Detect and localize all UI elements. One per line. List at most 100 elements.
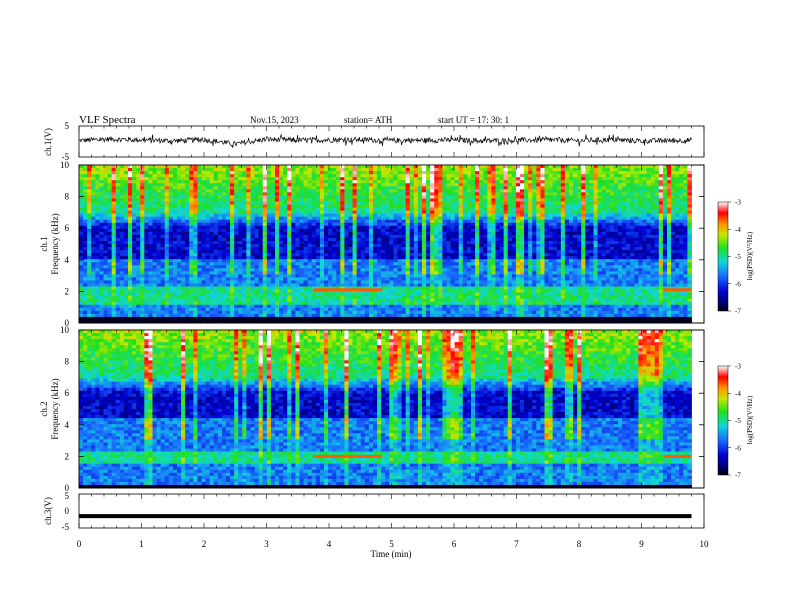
- spectrogram-cell: [406, 183, 410, 186]
- spectrogram-cell: [87, 308, 91, 311]
- spectrogram-cell: [393, 235, 397, 238]
- spectrogram-cell: [210, 168, 214, 171]
- spectrogram-cell: [426, 284, 430, 287]
- spectrogram-cell: [87, 220, 91, 223]
- spectrogram-cell: [230, 183, 234, 186]
- spectrogram-cell: [189, 305, 193, 308]
- spectrogram-cell: [83, 217, 87, 220]
- spectrogram-cell: [336, 277, 340, 280]
- spectrogram-cell: [434, 305, 438, 308]
- spectrogram-cell: [185, 186, 189, 189]
- spectrogram-cell: [193, 317, 197, 320]
- spectrogram-cell: [95, 305, 99, 308]
- spectrogram-cell: [218, 238, 222, 241]
- spectrogram-cell: [79, 189, 83, 192]
- spectrogram-cell: [385, 311, 389, 314]
- spectrogram-cell: [304, 241, 308, 244]
- spectrogram-cell: [169, 226, 173, 229]
- spectrogram-cell: [136, 229, 140, 232]
- spectrogram-cell: [144, 314, 148, 317]
- spectrogram-cell: [402, 168, 406, 171]
- spectrogram-cell: [442, 168, 446, 171]
- spectrogram-cell: [83, 311, 87, 314]
- spectrogram-cell: [275, 311, 279, 314]
- spectrogram-cell: [459, 259, 463, 262]
- spectrogram-cell: [304, 247, 308, 250]
- spectrogram-cell: [385, 302, 389, 305]
- spectrogram-cell: [406, 274, 410, 277]
- spectrogram-cell: [418, 284, 422, 287]
- spectrogram-cell: [222, 299, 226, 302]
- spectrogram-cell: [320, 277, 324, 280]
- spectrogram-cell: [279, 211, 283, 214]
- spectrogram-cell: [99, 186, 103, 189]
- spectrogram-cell: [410, 198, 414, 201]
- spectrogram-cell: [312, 232, 316, 235]
- spectrogram-cell: [153, 205, 157, 208]
- spectrogram-cell: [430, 195, 434, 198]
- spectrogram-cell: [218, 284, 222, 287]
- spectrogram-cell: [83, 317, 87, 320]
- spectrogram-cell: [308, 238, 312, 241]
- spectrogram-cell: [365, 299, 369, 302]
- spectrogram-cell: [91, 165, 95, 168]
- spectrogram-cell: [255, 220, 259, 223]
- spectrogram-cell: [189, 271, 193, 274]
- spectrogram-cell: [218, 256, 222, 259]
- spectrogram-cell: [340, 229, 344, 232]
- spectrogram-cell: [210, 232, 214, 235]
- spectrogram-cell: [169, 284, 173, 287]
- spectrogram-cell: [361, 238, 365, 241]
- spectrogram-cell: [202, 293, 206, 296]
- spectrogram-cell: [381, 165, 385, 168]
- spectrogram-cell: [353, 247, 357, 250]
- spectrogram-cell: [271, 277, 275, 280]
- spectrogram-cell: [83, 214, 87, 217]
- spectrogram-cell: [410, 244, 414, 247]
- spectrogram-cell: [234, 177, 238, 180]
- spectrogram-cell: [340, 171, 344, 174]
- spectrogram-cell: [402, 229, 406, 232]
- spectrogram-cell: [320, 174, 324, 177]
- spectrogram-cell: [357, 241, 361, 244]
- spectrogram-cell: [116, 253, 120, 256]
- spectrogram-cell: [438, 232, 442, 235]
- spectrogram-cell: [136, 217, 140, 220]
- spectrogram-cell: [87, 192, 91, 195]
- spectrogram-cell: [120, 168, 124, 171]
- spectrogram-cell: [377, 232, 381, 235]
- spectrogram-cell: [316, 171, 320, 174]
- spectrogram-cell: [381, 296, 385, 299]
- spectrogram-cell: [373, 201, 377, 204]
- spectrogram-cell: [108, 226, 112, 229]
- spectrogram-cell: [291, 177, 295, 180]
- spectrogram-cell: [140, 229, 144, 232]
- spectrogram-cell: [259, 262, 263, 265]
- spectrogram-cell: [230, 293, 234, 296]
- spectrogram-cell: [193, 305, 197, 308]
- spectrogram-cell: [108, 171, 112, 174]
- spectrogram-cell: [324, 226, 328, 229]
- spectrogram-cell: [267, 180, 271, 183]
- spectrogram-cell: [308, 247, 312, 250]
- spectrogram-cell: [116, 317, 120, 320]
- spectrogram-cell: [459, 293, 463, 296]
- spectrogram-cell: [263, 287, 267, 290]
- spectrogram-cell: [349, 265, 353, 268]
- spectrogram-cell: [328, 250, 332, 253]
- spectrogram-cell: [140, 274, 144, 277]
- spectrogram-cell: [234, 189, 238, 192]
- spectrogram-cell: [279, 259, 283, 262]
- spectrogram-cell: [132, 280, 136, 283]
- spectrogram-cell: [353, 198, 357, 201]
- spectrogram-cell: [128, 208, 132, 211]
- spectrogram-cell: [275, 247, 279, 250]
- spectrogram-cell: [95, 226, 99, 229]
- spectrogram-cell: [344, 235, 348, 238]
- spectrogram-cell: [304, 168, 308, 171]
- spectrogram-cell: [226, 229, 230, 232]
- spectrogram-cell: [312, 183, 316, 186]
- spectrogram-cell: [124, 280, 128, 283]
- spectrogram-cell: [438, 235, 442, 238]
- spectrogram-cell: [271, 177, 275, 180]
